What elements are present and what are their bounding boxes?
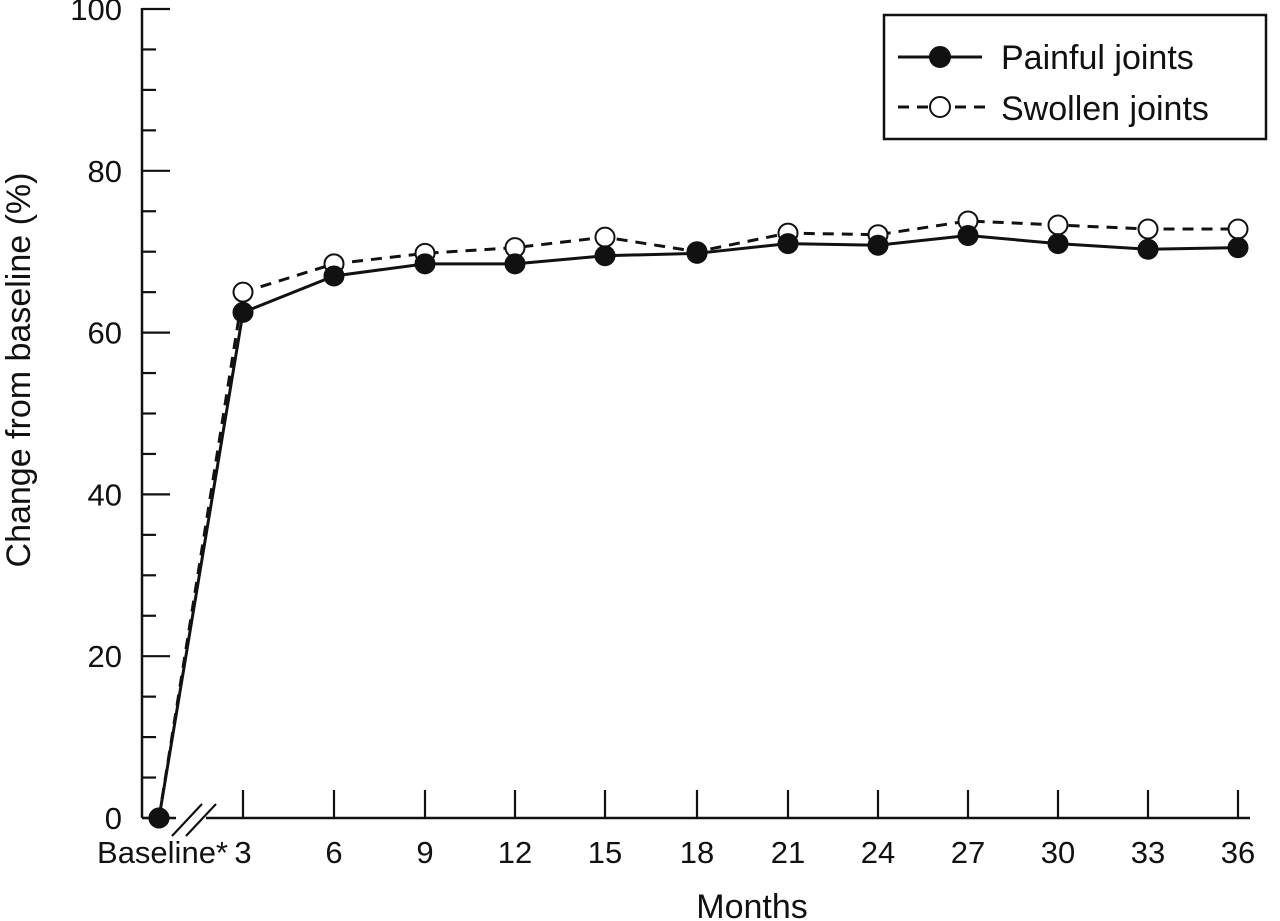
x-ticks: Baseline* 3 6 9 12 15 18 21 24 27 30 33 36 — [97, 790, 1255, 870]
series-line-swollen — [157, 219, 1238, 819]
y-tick-label: 0 — [105, 801, 122, 836]
point-swollen — [1047, 214, 1069, 236]
point-painful — [594, 245, 616, 267]
point-painful — [686, 242, 708, 264]
y-tick-label: 80 — [88, 154, 122, 189]
x-axis-title: Months — [696, 888, 808, 921]
point-painful — [957, 225, 979, 247]
x-tick-label: 36 — [1221, 835, 1255, 870]
x-tick-label: 18 — [680, 835, 714, 870]
point-painful — [232, 301, 254, 323]
legend-label-painful: Painful joints — [1001, 39, 1194, 77]
legend-marker-painful — [929, 46, 951, 68]
x-tick-label: 12 — [498, 835, 532, 870]
x-tick-label: 6 — [325, 835, 342, 870]
point-swollen — [594, 226, 616, 248]
series-line-painful — [157, 234, 1239, 819]
x-tick-label: 30 — [1041, 835, 1075, 870]
x-tick-label: 3 — [234, 835, 251, 870]
x-tick-label: 9 — [416, 835, 433, 870]
point-painful — [148, 807, 170, 829]
y-tick-label: 100 — [70, 0, 122, 27]
point-painful — [323, 265, 345, 287]
axis-break-slash — [171, 803, 203, 837]
y-tick-label: 60 — [88, 316, 122, 351]
axis-break-slash — [185, 803, 217, 837]
point-painful — [504, 253, 526, 275]
x-tick-label: 27 — [951, 835, 985, 870]
legend-box — [882, 13, 1268, 141]
point-swollen — [1227, 218, 1249, 240]
axis-break-mark — [171, 803, 217, 837]
point-painful — [777, 233, 799, 255]
point-swollen — [232, 281, 254, 303]
legend-label-swollen: Swollen joints — [1001, 90, 1209, 128]
y-ticks: 0 20 40 60 80 100 — [70, 0, 170, 836]
point-painful — [414, 253, 436, 275]
y-axis-title: Change from baseline (%) — [0, 173, 38, 568]
x-tick-label: 33 — [1131, 835, 1165, 870]
point-painful — [867, 234, 889, 256]
x-tick-label: 24 — [861, 835, 895, 870]
series-layer — [148, 210, 1249, 829]
x-tick-label: 15 — [588, 835, 622, 870]
legend-marker-swollen — [929, 96, 951, 118]
point-painful — [1137, 238, 1159, 260]
legend: Painful joints Swollen joints — [882, 13, 1268, 141]
x-tick-label: 21 — [771, 835, 805, 870]
y-tick-label: 40 — [88, 477, 122, 512]
point-painful — [1047, 233, 1069, 255]
point-swollen — [1137, 218, 1159, 240]
point-painful — [1227, 237, 1249, 259]
y-tick-label: 20 — [88, 639, 122, 674]
x-tick-label: Baseline* — [97, 835, 228, 870]
